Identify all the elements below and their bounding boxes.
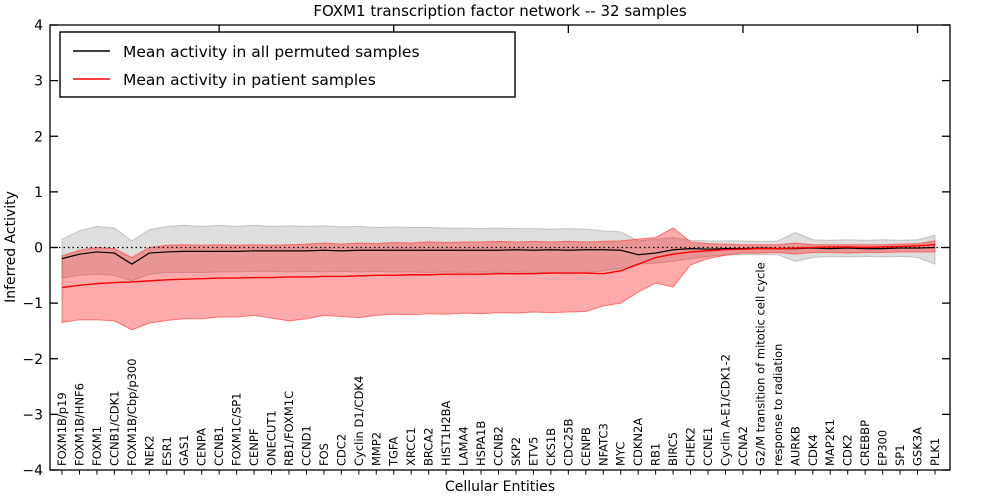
x-tick-label: CDC25B (561, 418, 575, 466)
x-tick-label: NEK2 (142, 435, 156, 466)
x-tick-label: HSPA1B (474, 421, 488, 466)
x-tick-label: AURKB (788, 426, 802, 466)
x-tick-label: MAP2K1 (823, 419, 837, 466)
legend-box (59, 31, 516, 98)
x-tick-label: CENPF (247, 429, 261, 466)
x-tick-label: CCNB2 (492, 426, 506, 466)
x-tick-label: HIST1H2BA (439, 400, 453, 466)
confidence-bands (61, 224, 936, 331)
x-tick-label: GAS1 (177, 435, 191, 466)
legend: Mean activity in all permuted samples Me… (59, 31, 516, 98)
patient-mean-line (61, 244, 936, 289)
y-tick-label: 1 (34, 185, 43, 201)
x-tick-label: PLK1 (928, 438, 942, 466)
x-tick-label: FOXM1C/SP1 (230, 392, 244, 466)
mean-activity-lines (61, 244, 936, 289)
x-tick-label: Cyclin A-E1/CDK1-2 (718, 354, 732, 466)
legend-label-patient: Mean activity in patient samples (123, 71, 376, 89)
x-tick-label: CDK4 (806, 434, 820, 466)
x-tick-label: SKP2 (509, 437, 523, 466)
x-tick-labels: FOXM1B/p19 FOXM1B/HNF6 FOXM1 CCNB1/CDK1 FOXM… (55, 262, 942, 467)
x-tick-label: ONECUT1 (265, 410, 279, 466)
x-tick-label: MMP2 (369, 432, 383, 466)
axis-ticks (50, 24, 950, 475)
y-tick-labels: −4 −3 −2 −1 0 1 2 3 4 (22, 18, 43, 479)
x-tick-label: CCNB1 (212, 426, 226, 466)
y-tick-label: −2 (22, 352, 43, 368)
x-tick-label: CREBBP (858, 420, 872, 466)
x-tick-label: CDK2 (841, 434, 855, 466)
x-tick-label: FOXM1B/HNF6 (72, 383, 86, 466)
x-tick-label: BRCA2 (422, 427, 436, 466)
x-tick-label: TGFA (387, 437, 401, 467)
patient-confidence-band (61, 227, 936, 331)
x-tick-label: ESR1 (160, 436, 174, 466)
y-tick-label: 0 (34, 241, 43, 257)
x-tick-label: NFATC3 (596, 423, 610, 466)
y-tick-label: −4 (22, 463, 43, 479)
x-tick-label: ETV5 (526, 437, 540, 466)
x-tick-label: GSK3A (911, 427, 925, 466)
x-tick-label: XRCC1 (404, 427, 418, 466)
y-tick-label: 4 (34, 18, 43, 34)
x-tick-label: CDC2 (334, 434, 348, 466)
y-axis-label: Inferred Activity (3, 191, 19, 303)
x-tick-label: CCNB1/CDK1 (107, 391, 121, 467)
x-tick-label: CENPA (195, 428, 209, 466)
x-tick-label: LAMA4 (457, 426, 471, 466)
x-tick-label: EP300 (876, 430, 890, 466)
x-tick-label: CCNE1 (701, 427, 715, 466)
y-tick-label: −1 (22, 296, 43, 312)
x-tick-label: RB1 (649, 443, 663, 466)
x-axis-label: Cellular Entities (445, 479, 555, 495)
x-tick-label: CCND1 (299, 425, 313, 466)
x-tick-label: FOXM1 (90, 426, 104, 466)
x-tick-label: RB1/FOXM1C (282, 391, 296, 466)
x-tick-label: MYC (614, 442, 628, 466)
x-tick-label: BIRC5 (666, 432, 680, 466)
y-tick-label: 2 (34, 129, 43, 145)
y-tick-label: −3 (22, 407, 43, 423)
x-tick-label: CKS1B (544, 428, 558, 466)
x-tick-label: response to radiation (771, 344, 785, 466)
x-tick-label: FOXM1B/p19 (55, 392, 69, 466)
x-tick-label: G2/M transition of mitotic cell cycle (753, 262, 767, 466)
x-tick-label: FOXM1B/Cbp/p300 (125, 358, 139, 466)
x-tick-label: Cyclin D1/CDK4 (352, 376, 366, 466)
y-tick-label: 3 (34, 74, 43, 90)
legend-label-permuted: Mean activity in all permuted samples (123, 43, 420, 61)
x-tick-label: CHEK2 (684, 427, 698, 466)
x-tick-label: CCNA2 (736, 426, 750, 466)
x-tick-label: CENPB (579, 427, 593, 466)
chart-title: FOXM1 transcription factor network -- 32… (313, 2, 687, 20)
x-tick-label: CDKN2A (631, 418, 645, 466)
x-tick-label: FOS (317, 443, 331, 466)
x-tick-label: SP1 (893, 444, 907, 466)
permuted-confidence-band (61, 224, 936, 282)
